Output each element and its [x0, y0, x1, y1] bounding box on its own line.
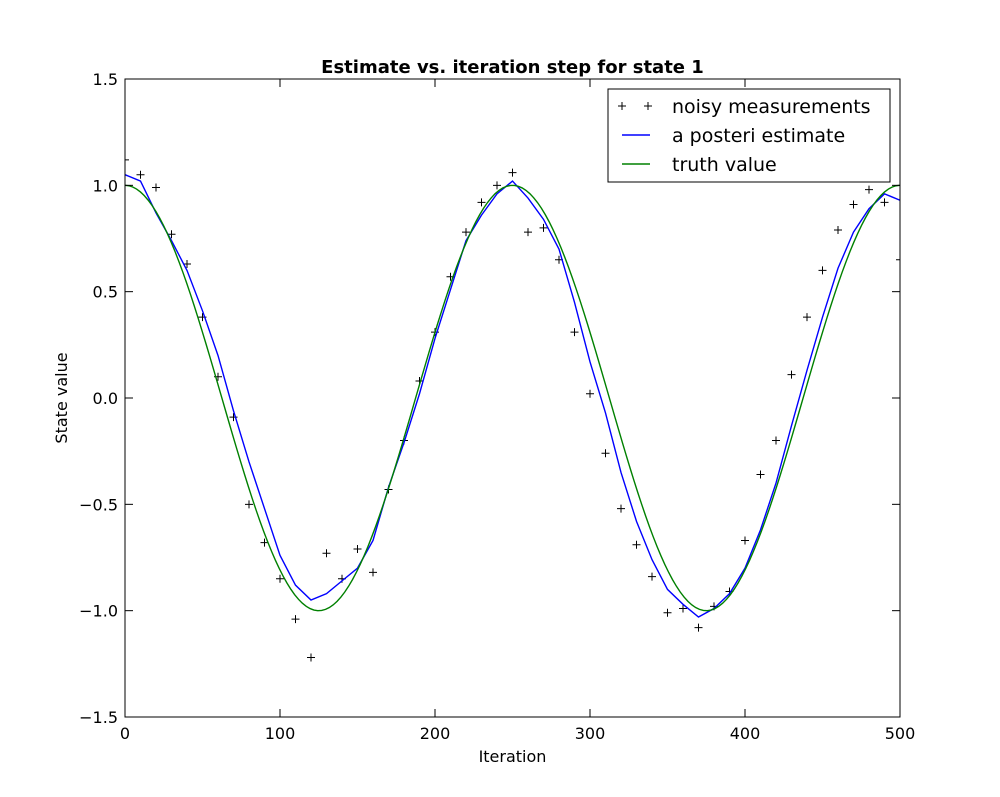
y-tick-label: 0.0: [93, 389, 118, 408]
chart-title: Estimate vs. iteration step for state 1: [321, 57, 704, 78]
series-a-posteri-estimate-line: [125, 174, 900, 618]
x-tick-label: 100: [265, 724, 296, 743]
legend-entry-label: noisy measurements: [672, 96, 871, 118]
series-truth-value-line: [125, 184, 900, 612]
measurement-point: [741, 536, 749, 545]
legend-entry-label: a posteri estimate: [672, 125, 845, 147]
measurement-point: [125, 155, 129, 164]
x-tick-label: 0: [120, 724, 130, 743]
measurement-point: [896, 255, 900, 264]
measurement-point: [880, 198, 889, 207]
x-axis: 0 100 200 300 400 500: [120, 79, 915, 743]
measurement-point: [834, 225, 842, 234]
x-tick-label: 400: [730, 724, 761, 743]
measurement-point: [756, 470, 765, 479]
y-axis-label: State value: [52, 352, 71, 443]
measurement-point: [787, 370, 796, 379]
measurement-point: [322, 549, 331, 558]
measurement-point: [524, 228, 532, 237]
measurement-point: [291, 615, 300, 624]
y-tick-label: 0.5: [93, 283, 118, 302]
measurement-point: [663, 608, 672, 617]
measurement-point: [570, 328, 579, 337]
plot-area: [125, 155, 900, 662]
legend-marker-plus: [644, 102, 652, 110]
measurement-point: [276, 574, 284, 583]
measurement-point: [772, 436, 780, 445]
measurement-point: [493, 181, 501, 190]
measurement-point: [865, 185, 873, 194]
x-tick-label: 300: [575, 724, 606, 743]
legend: noisy measurements a posteri estimate trut…: [607, 88, 891, 183]
y-tick-label: 1.0: [93, 176, 118, 195]
measurement-point: [679, 604, 687, 613]
measurement-point: [369, 568, 377, 577]
legend-entry-label: truth value: [672, 154, 777, 176]
measurement-point: [307, 653, 315, 662]
measurement-point: [648, 572, 656, 581]
measurement-point: [508, 168, 517, 177]
y-axis: −1.5 −1.0 −0.5 0.0 0.5 1.0 1.5: [79, 70, 900, 727]
y-tick-label: 1.5: [93, 70, 118, 89]
measurement-point: [245, 500, 253, 509]
measurement-point: [849, 200, 858, 209]
x-axis-label: Iteration: [479, 747, 547, 766]
measurement-point: [539, 223, 548, 232]
measurement-point: [136, 170, 145, 179]
measurement-point: [694, 623, 703, 632]
measurement-point: [260, 538, 269, 547]
legend-box: [607, 88, 891, 183]
measurement-point: [167, 230, 176, 239]
x-tick-label: 500: [885, 724, 916, 743]
measurement-point: [632, 540, 641, 549]
legend-marker-plus: [618, 102, 626, 110]
measurement-point: [818, 266, 827, 275]
measurement-point: [152, 183, 160, 192]
x-tick-label: 200: [420, 724, 451, 743]
measurement-point: [601, 449, 610, 458]
y-tick-label: −1.5: [79, 708, 118, 727]
measurement-point: [462, 228, 470, 237]
measurement-point: [617, 504, 625, 513]
y-tick-label: −0.5: [79, 495, 118, 514]
measurement-point: [477, 198, 486, 207]
y-tick-label: −1.0: [79, 602, 118, 621]
measurement-point: [803, 313, 811, 322]
measurement-point: [586, 389, 594, 398]
series-noisy-measurements: [125, 155, 900, 662]
measurement-point: [353, 544, 362, 553]
